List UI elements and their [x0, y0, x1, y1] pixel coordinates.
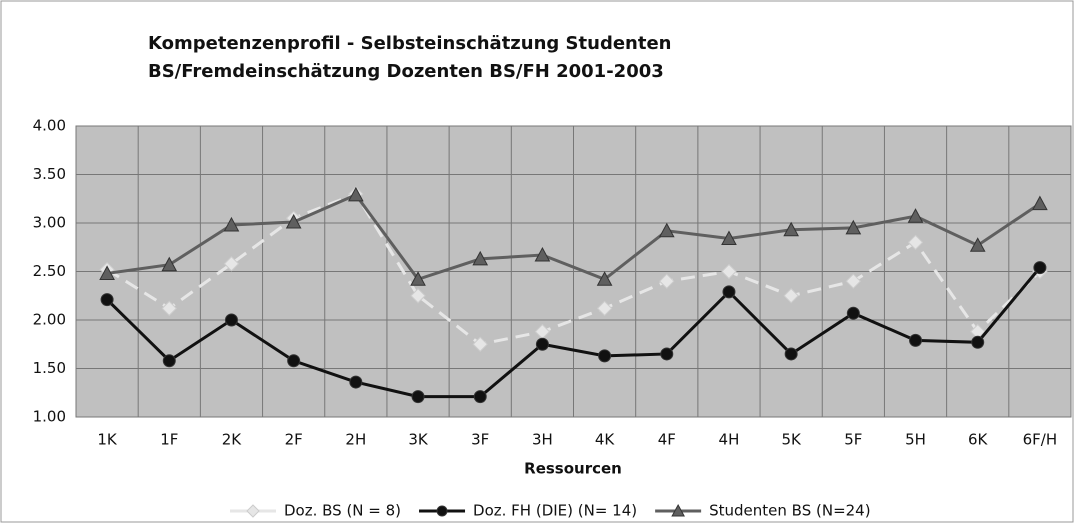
marker	[722, 285, 736, 299]
series-line	[106, 192, 1041, 346]
marker	[721, 263, 737, 280]
x-tick-label: 4H	[719, 431, 740, 449]
x-tick-label: 5H	[905, 431, 926, 449]
marker	[224, 313, 238, 327]
y-tick-label: 3.00	[33, 214, 66, 232]
marker	[348, 186, 364, 202]
marker	[287, 354, 301, 368]
marker	[472, 250, 489, 266]
marker	[99, 265, 115, 280]
marker	[223, 216, 240, 232]
marker	[472, 336, 488, 352]
marker	[598, 349, 612, 363]
legend-marker	[436, 505, 448, 517]
y-tick-label: 2.50	[33, 262, 66, 280]
marker	[721, 230, 737, 246]
marker	[845, 273, 862, 289]
marker	[473, 390, 487, 404]
marker	[1033, 261, 1047, 275]
marker	[845, 219, 862, 235]
marker	[285, 213, 302, 229]
marker	[784, 347, 798, 361]
x-tick-label: 2H	[345, 431, 366, 449]
marker	[1032, 195, 1048, 211]
x-tick-label: 2K	[222, 431, 243, 449]
series-line	[106, 266, 1042, 399]
x-tick-label: 1K	[97, 431, 118, 449]
marker	[658, 222, 675, 238]
legend-label: Studenten BS (N=24)	[709, 502, 870, 520]
x-tick-label: 3H	[532, 431, 553, 449]
legend-label: Doz. FH (DIE) (N= 14)	[473, 502, 637, 520]
x-tick-label: 2F	[285, 431, 303, 449]
x-tick-label: 6K	[968, 431, 989, 449]
marker	[161, 300, 177, 317]
marker	[971, 335, 985, 349]
marker	[534, 246, 551, 262]
x-tick-label: 3F	[471, 431, 489, 449]
x-tick-label: 5K	[781, 431, 802, 449]
x-tick-label: 3K	[408, 431, 429, 449]
marker	[659, 273, 675, 289]
marker	[410, 288, 426, 304]
y-tick-label: 4.00	[33, 117, 66, 135]
chart-title: BS/Fremdeinschätzung Dozenten BS/FH 2001…	[148, 61, 664, 82]
marker	[162, 354, 176, 368]
x-tick-label: 4F	[658, 431, 676, 449]
marker	[907, 234, 924, 251]
marker	[596, 300, 613, 317]
marker	[411, 390, 425, 404]
marker	[535, 337, 549, 351]
marker	[100, 293, 114, 307]
x-tick-label: 5F	[844, 431, 862, 449]
y-tick-label: 3.50	[33, 165, 66, 183]
marker	[410, 271, 426, 286]
marker	[969, 237, 986, 252]
marker	[907, 208, 924, 223]
legend-label: Doz. BS (N = 8)	[284, 502, 401, 520]
marker	[846, 306, 860, 320]
marker	[349, 375, 363, 389]
series-line	[106, 193, 1041, 282]
marker	[596, 271, 613, 286]
x-tick-label: 4K	[595, 431, 616, 449]
marker	[660, 347, 674, 361]
chart-title: Kompetenzenprofil - Selbsteinschätzung S…	[148, 33, 671, 54]
x-axis-label: Ressourcen	[524, 460, 622, 478]
x-tick-label: 1F	[160, 431, 178, 449]
y-tick-label: 1.00	[33, 408, 66, 426]
marker	[223, 256, 240, 272]
marker	[783, 288, 799, 304]
marker	[909, 333, 923, 347]
marker	[783, 221, 799, 237]
marker	[161, 256, 178, 272]
legend-marker	[671, 503, 685, 517]
y-tick-label: 2.00	[33, 311, 66, 329]
y-tick-label: 1.50	[33, 359, 66, 377]
x-tick-label: 6F/H	[1023, 431, 1058, 449]
legend-marker	[246, 504, 260, 518]
